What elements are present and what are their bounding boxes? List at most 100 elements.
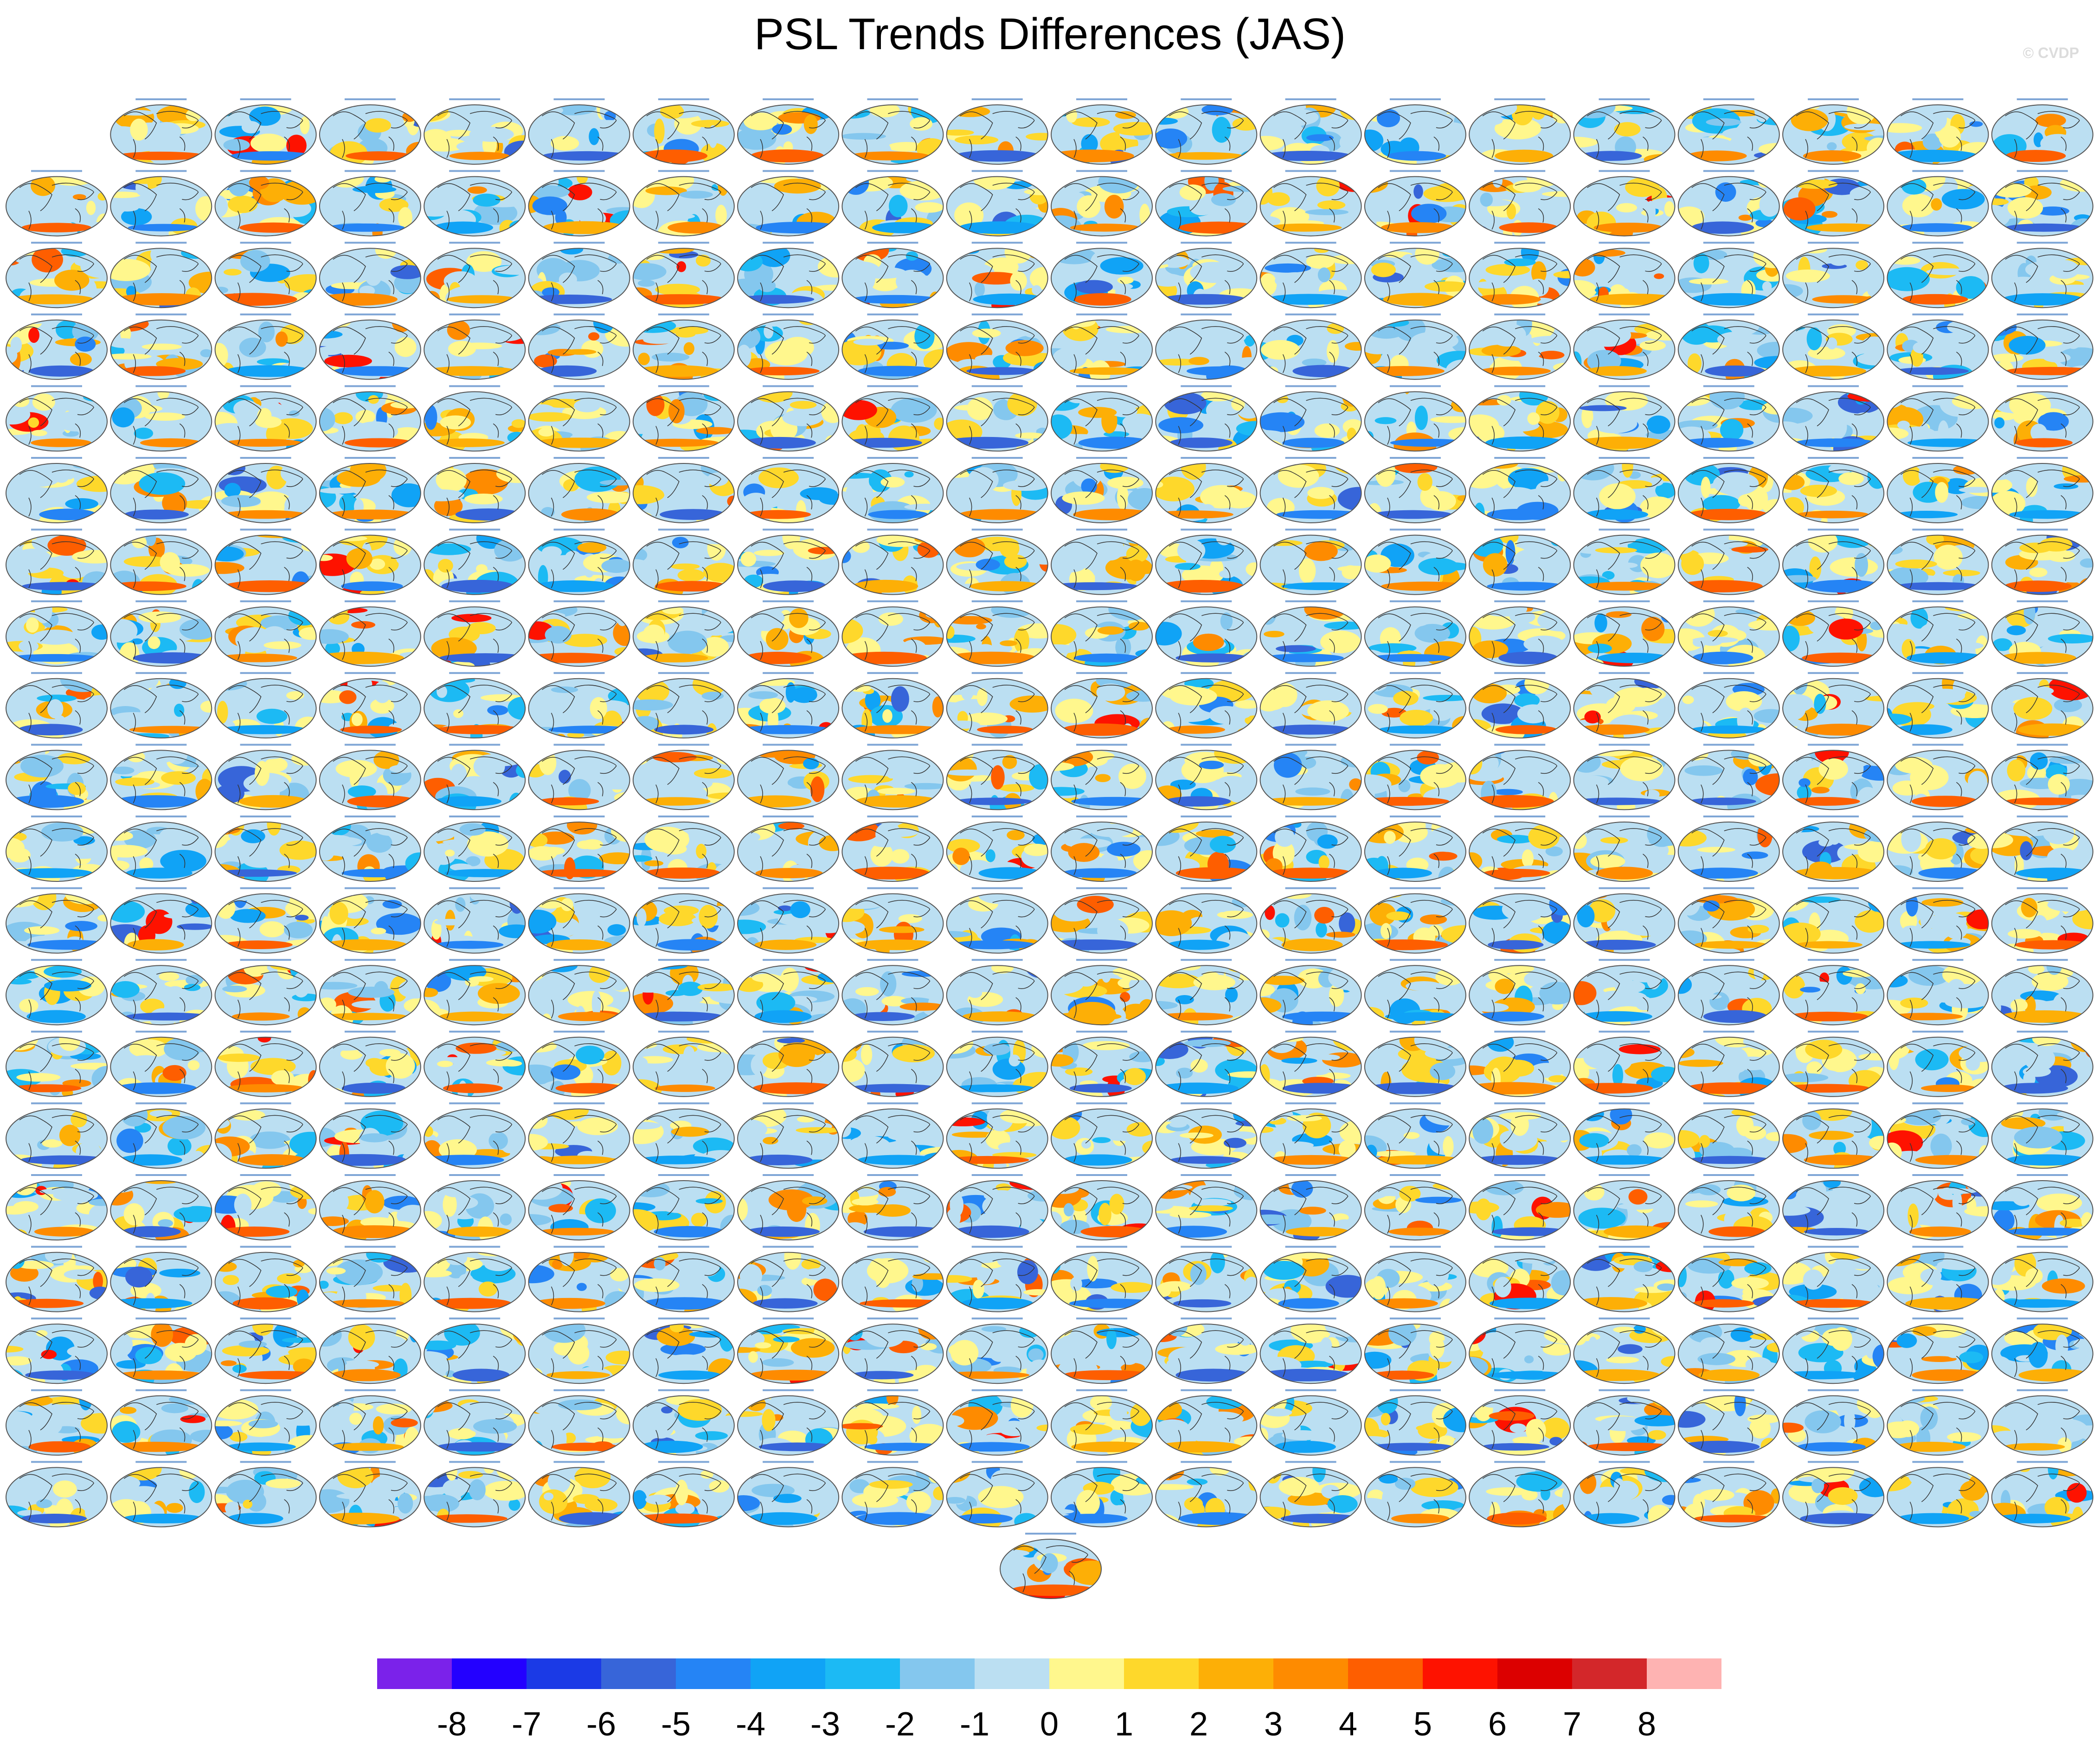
trend-blob bbox=[1890, 257, 1920, 265]
coastline bbox=[2005, 541, 2080, 588]
trend-blob bbox=[8, 848, 31, 863]
trend-blob bbox=[946, 634, 976, 643]
trend-blob bbox=[510, 607, 526, 615]
trend-map-panel bbox=[946, 242, 1048, 308]
globe-outline bbox=[1259, 176, 1362, 237]
trend-band bbox=[872, 222, 936, 233]
trend-blob bbox=[1713, 472, 1759, 495]
globe-outline bbox=[1051, 463, 1153, 523]
trend-blob bbox=[842, 752, 874, 777]
trend-blob bbox=[174, 703, 185, 717]
coastline bbox=[1900, 111, 1976, 158]
trend-map-panel bbox=[424, 457, 526, 523]
trend-blob bbox=[1535, 401, 1560, 424]
trend-blob bbox=[1922, 133, 1942, 151]
trend-blob bbox=[528, 611, 565, 620]
trend-blob bbox=[1956, 276, 1985, 299]
panel-title-line bbox=[449, 600, 501, 603]
coastline bbox=[1587, 254, 1662, 302]
globe-outline bbox=[632, 463, 735, 523]
panel-title-line bbox=[135, 385, 187, 387]
trend-map-panel bbox=[110, 170, 212, 237]
trend-blob bbox=[215, 750, 228, 761]
trend-blob bbox=[319, 488, 359, 494]
coastline bbox=[751, 613, 826, 660]
trend-blob bbox=[243, 853, 277, 868]
trend-band bbox=[1895, 582, 1981, 591]
trend-blob bbox=[1364, 607, 1386, 611]
panel-title-line bbox=[1703, 816, 1754, 817]
trend-blob bbox=[1743, 768, 1758, 786]
coastline bbox=[751, 326, 826, 373]
trend-map-panel bbox=[1677, 313, 1780, 380]
trend-band bbox=[1364, 939, 1448, 951]
globe-outline bbox=[1573, 248, 1676, 308]
panel-title-line bbox=[449, 313, 501, 315]
trend-blob bbox=[1480, 193, 1493, 207]
trend-blob bbox=[701, 692, 724, 700]
trend-blob bbox=[444, 129, 474, 137]
coastline bbox=[1378, 326, 1453, 373]
trend-blob bbox=[1783, 197, 1816, 221]
panel-title-line bbox=[344, 528, 396, 531]
coastline bbox=[1273, 541, 1349, 588]
trend-blob bbox=[925, 610, 944, 619]
trend-band bbox=[528, 653, 617, 663]
trend-map-panel bbox=[214, 457, 317, 523]
cvdp-credit: © CVDP bbox=[2023, 45, 2079, 61]
trend-map-panel bbox=[632, 242, 735, 308]
trend-band bbox=[958, 221, 1040, 234]
globe-outline bbox=[1051, 248, 1153, 308]
trend-blob bbox=[1265, 263, 1311, 273]
trend-blob bbox=[2047, 848, 2077, 867]
trend-map-panel bbox=[528, 600, 630, 667]
trend-blob bbox=[1991, 477, 2012, 493]
coastline bbox=[1900, 182, 1976, 230]
trend-blob bbox=[1428, 826, 1466, 852]
trend-blob bbox=[1974, 586, 1985, 595]
trend-map-panel bbox=[6, 887, 108, 954]
trend-band bbox=[1795, 941, 1862, 949]
panel-title-line bbox=[1808, 313, 1859, 315]
trend-blob bbox=[6, 611, 27, 619]
trend-blob bbox=[1855, 552, 1869, 577]
trend-blob bbox=[1062, 320, 1099, 341]
trend-blob bbox=[1275, 913, 1290, 928]
coastline bbox=[1691, 254, 1766, 302]
trend-map-panel bbox=[6, 528, 108, 595]
trend-blob bbox=[1107, 476, 1143, 489]
trend-map-panel bbox=[319, 600, 421, 667]
trend-map-panel bbox=[1051, 600, 1153, 667]
trend-map-panel bbox=[1469, 816, 1571, 882]
trend-map-panel bbox=[632, 816, 735, 882]
trend-blob bbox=[65, 921, 98, 932]
trend-map-panel bbox=[632, 672, 735, 739]
globe-outline bbox=[1155, 534, 1258, 595]
trend-blob bbox=[633, 699, 673, 711]
trend-blob bbox=[1626, 924, 1671, 936]
globe-outline bbox=[1364, 606, 1466, 667]
trend-blob bbox=[1663, 870, 1675, 881]
trend-blob bbox=[727, 495, 734, 508]
trend-blob bbox=[233, 400, 259, 418]
trend-blob bbox=[621, 658, 630, 667]
coastline bbox=[646, 613, 721, 660]
trend-blob bbox=[1156, 248, 1175, 255]
trend-blob bbox=[222, 895, 252, 901]
panel-title-line bbox=[1285, 457, 1336, 459]
panel-title-line bbox=[1494, 528, 1546, 531]
panel-title-line bbox=[867, 385, 918, 387]
trend-map-panel bbox=[319, 457, 421, 523]
trend-band bbox=[1156, 510, 1233, 519]
trend-map-panel bbox=[1677, 744, 1780, 810]
trend-blob bbox=[1055, 699, 1093, 723]
trend-blob bbox=[1678, 822, 1717, 828]
trend-map-panel bbox=[528, 744, 630, 810]
trend-blob bbox=[1451, 580, 1466, 595]
trend-blob bbox=[1273, 752, 1302, 778]
trend-blob bbox=[1587, 643, 1612, 653]
trend-blob bbox=[1829, 254, 1849, 266]
trend-map-panel bbox=[1051, 457, 1153, 523]
coastline bbox=[1482, 398, 1557, 445]
globe-outline bbox=[841, 176, 944, 237]
